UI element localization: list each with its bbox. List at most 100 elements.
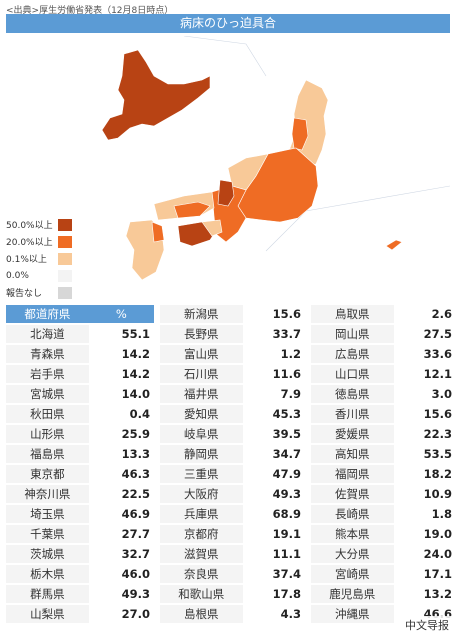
table-row: 秋田県 0.4 愛知県 45.3 香川県 15.6 — [6, 405, 456, 423]
prefecture-value: 10.9 — [393, 485, 456, 503]
map-divider — [183, 35, 267, 77]
region-hyogo-osaka — [217, 179, 235, 207]
prefecture-name: 三重県 — [159, 465, 243, 483]
prefecture-name: 山形県 — [6, 425, 89, 443]
table-row: 千葉県 27.7 京都府 19.1 熊本県 19.0 — [6, 525, 456, 543]
prefecture-name: 宮城県 — [6, 385, 89, 403]
prefecture-value: 46.0 — [88, 565, 155, 583]
japan-map — [6, 35, 451, 294]
prefecture-name: 鹿児島県 — [310, 585, 394, 603]
prefecture-value: 17.8 — [242, 585, 305, 603]
legend-label: 0.1%以上 — [6, 255, 47, 265]
prefecture-name: 岡山県 — [310, 325, 394, 343]
prefecture-name: 埼玉県 — [6, 505, 89, 523]
legend-item: 報告なし — [6, 284, 72, 301]
prefecture-value: 32.7 — [88, 545, 155, 563]
prefecture-name: 滋賀県 — [159, 545, 243, 563]
prefecture-value: 27.7 — [88, 525, 155, 543]
prefecture-name: 愛媛県 — [310, 425, 394, 443]
prefecture-value: 4.3 — [242, 605, 305, 623]
prefecture-value: 37.4 — [242, 565, 305, 583]
prefecture-name: 宮崎県 — [310, 565, 394, 583]
prefecture-value: 11.1 — [242, 545, 305, 563]
prefecture-value: 19.0 — [393, 525, 456, 543]
prefecture-value: 27.5 — [393, 325, 456, 343]
prefecture-value: 68.9 — [242, 505, 305, 523]
prefecture-value: 1.8 — [393, 505, 456, 523]
legend-item: 50.0%以上 — [6, 216, 72, 233]
prefecture-value: 12.1 — [393, 365, 456, 383]
prefecture-value: 24.0 — [393, 545, 456, 563]
legend-label: 0.0% — [6, 270, 29, 281]
prefecture-value: 14.2 — [88, 345, 155, 363]
table-row: 青森県 14.2 富山県 1.2 広島県 33.6 — [6, 345, 456, 363]
prefecture-value: 19.1 — [242, 525, 305, 543]
prefecture-name: 神奈川県 — [6, 485, 89, 503]
header-prefecture: 都道府県 — [6, 305, 89, 323]
prefecture-name: 福岡県 — [310, 465, 394, 483]
prefecture-name: 香川県 — [310, 405, 394, 423]
table-row: 北海道 55.1 長野県 33.7 岡山県 27.5 — [6, 325, 456, 343]
table-row: 神奈川県 22.5 大阪府 49.3 佐賀県 10.9 — [6, 485, 456, 503]
prefecture-name: 兵庫県 — [159, 505, 243, 523]
prefecture-value: 27.0 — [88, 605, 155, 623]
legend-label: 20.0%以上 — [6, 238, 53, 248]
prefecture-name: 北海道 — [6, 325, 89, 343]
prefecture-value: 46.9 — [88, 505, 155, 523]
prefecture-value: 7.9 — [242, 385, 305, 403]
legend-item: 0.0% — [6, 267, 72, 284]
prefecture-name: 徳島県 — [310, 385, 394, 403]
table-row: 福島県 13.3 静岡県 34.7 高知県 53.5 — [6, 445, 456, 463]
prefecture-name: 鳥取県 — [310, 305, 394, 323]
table-row: 埼玉県 46.9 兵庫県 68.9 長崎県 1.8 — [6, 505, 456, 523]
prefecture-name: 山口県 — [310, 365, 394, 383]
prefecture-value: 3.0 — [393, 385, 456, 403]
table-row: 岩手県 14.2 石川県 11.6 山口県 12.1 — [6, 365, 456, 383]
prefecture-name: 青森県 — [6, 345, 89, 363]
prefecture-name: 福島県 — [6, 445, 89, 463]
map-title: 病床のひっ迫具合 — [6, 14, 450, 33]
map-legend: 50.0%以上 20.0%以上 0.1%以上 0.0% 報告なし — [6, 216, 72, 301]
prefecture-name: 沖縄県 — [310, 605, 394, 623]
prefecture-name: 岐阜県 — [159, 425, 243, 443]
legend-label: 報告なし — [6, 289, 43, 299]
region-oita — [151, 221, 165, 243]
table-row: 山形県 25.9 岐阜県 39.5 愛媛県 22.3 — [6, 425, 456, 443]
prefecture-name: 秋田県 — [6, 405, 89, 423]
region-shikoku-east — [201, 219, 223, 237]
prefecture-value: 13.2 — [393, 585, 456, 603]
table-row: 栃木県 46.0 奈良県 37.4 宮崎県 17.1 — [6, 565, 456, 583]
prefecture-value: 15.6 — [393, 405, 456, 423]
prefecture-name: 広島県 — [310, 345, 394, 363]
prefecture-name: 熊本県 — [310, 525, 394, 543]
legend-swatch — [58, 235, 72, 248]
header-percent: % — [88, 305, 155, 323]
prefecture-value: 13.3 — [88, 445, 155, 463]
legend-item: 20.0%以上 — [6, 233, 72, 250]
table-row: 群馬県 49.3 和歌山県 17.8 鹿児島県 13.2 — [6, 585, 456, 603]
legend-swatch — [58, 269, 72, 282]
legend-item: 0.1%以上 — [6, 250, 72, 267]
prefecture-name: 福井県 — [159, 385, 243, 403]
prefecture-value: 46.3 — [88, 465, 155, 483]
table-row: 都道府県% 新潟県 15.6 鳥取県 2.6 — [6, 305, 456, 323]
prefecture-value: 25.9 — [88, 425, 155, 443]
prefecture-value: 14.2 — [88, 365, 155, 383]
prefecture-value: 15.6 — [242, 305, 305, 323]
prefecture-value: 47.9 — [242, 465, 305, 483]
prefecture-table: 都道府県% 新潟県 15.6 鳥取県 2.6 北海道 55.1 長野県 33.7 岡山県 27.5 青… — [6, 303, 456, 625]
prefecture-name: 大阪府 — [159, 485, 243, 503]
prefecture-value: 22.5 — [88, 485, 155, 503]
legend-swatch — [58, 218, 72, 231]
prefecture-name: 群馬県 — [6, 585, 89, 603]
prefecture-name: 静岡県 — [159, 445, 243, 463]
prefecture-value: 14.0 — [88, 385, 155, 403]
prefecture-name: 富山県 — [159, 345, 243, 363]
source-note: <出典>厚生労働省発表（12月8日時点） — [6, 6, 174, 16]
table-row: 茨城県 32.7 滋賀県 11.1 大分県 24.0 — [6, 545, 456, 563]
prefecture-value: 33.7 — [242, 325, 305, 343]
prefecture-value: 49.3 — [242, 485, 305, 503]
legend-label: 50.0%以上 — [6, 221, 53, 231]
prefecture-name: 新潟県 — [159, 305, 243, 323]
prefecture-name: 長野県 — [159, 325, 243, 343]
